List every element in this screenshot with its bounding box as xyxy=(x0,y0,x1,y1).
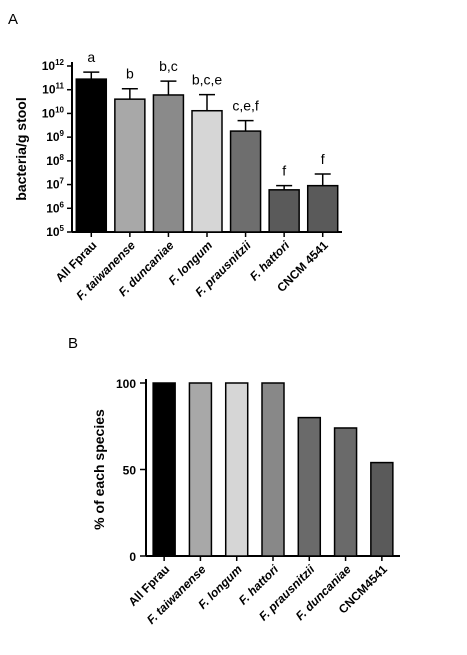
panel-a-chart: 105 106 107 108 109 1010 1011 1012 bacteria/g st… xyxy=(13,49,342,303)
panel-a-ytick-label-3: 108 xyxy=(46,153,64,168)
panel-b-ytick-label-1: 50 xyxy=(123,464,137,478)
panel-b-bar-3 xyxy=(261,382,285,557)
panel-b-bar-2 xyxy=(224,382,249,557)
panel-b-bar-4 xyxy=(297,416,322,557)
panel-a-sig-label-3: b,c,e xyxy=(192,72,223,88)
panel-a-bar-1 xyxy=(114,98,146,233)
panel-b-bar-0 xyxy=(152,382,176,557)
panel-b-y-axis-title: % of each species xyxy=(91,409,107,530)
panel-a-label: A xyxy=(8,11,18,28)
panel-b-bar-6 xyxy=(370,461,394,557)
panel-a-ytick-label-4: 109 xyxy=(46,129,64,144)
panel-a-sig-label-1: b xyxy=(126,66,134,82)
panel-a-sig-label-5: f xyxy=(282,163,286,179)
panel-a-ytick-label-2: 107 xyxy=(46,177,64,192)
panel-a-sig-label-4: c,e,f xyxy=(232,98,259,114)
panel-a-ytick-label-1: 106 xyxy=(46,200,64,215)
panel-a-ytick-label-0: 105 xyxy=(46,224,64,239)
panel-a-y-axis-title: bacteria/g stool xyxy=(13,97,29,200)
panel-a-ytick-label-5: 1010 xyxy=(42,105,65,120)
panel-b-bar-1 xyxy=(188,382,213,557)
panel-a-bar-6 xyxy=(306,184,339,233)
panel-b-ytick-label-0: 0 xyxy=(129,550,136,564)
panel-a-sig-label-6: f xyxy=(321,151,325,167)
panel-b-ytick-label-2: 100 xyxy=(116,377,136,391)
panel-a-sig-label-2: b,c xyxy=(159,58,178,74)
panel-a-ytick-label-7: 1012 xyxy=(42,58,65,73)
panel-a-bar-4 xyxy=(229,130,262,233)
panel-a-bar-2 xyxy=(152,94,185,233)
panel-b-label: B xyxy=(68,335,78,352)
panel-a-bar-0 xyxy=(75,78,108,233)
panel-a-bar-3 xyxy=(191,109,223,233)
panel-a-ytick-label-6: 1011 xyxy=(42,82,64,97)
panel-a-bar-5 xyxy=(268,189,300,233)
panel-a-sig-label-0: a xyxy=(87,49,95,65)
panel-b-bar-5 xyxy=(333,427,358,557)
